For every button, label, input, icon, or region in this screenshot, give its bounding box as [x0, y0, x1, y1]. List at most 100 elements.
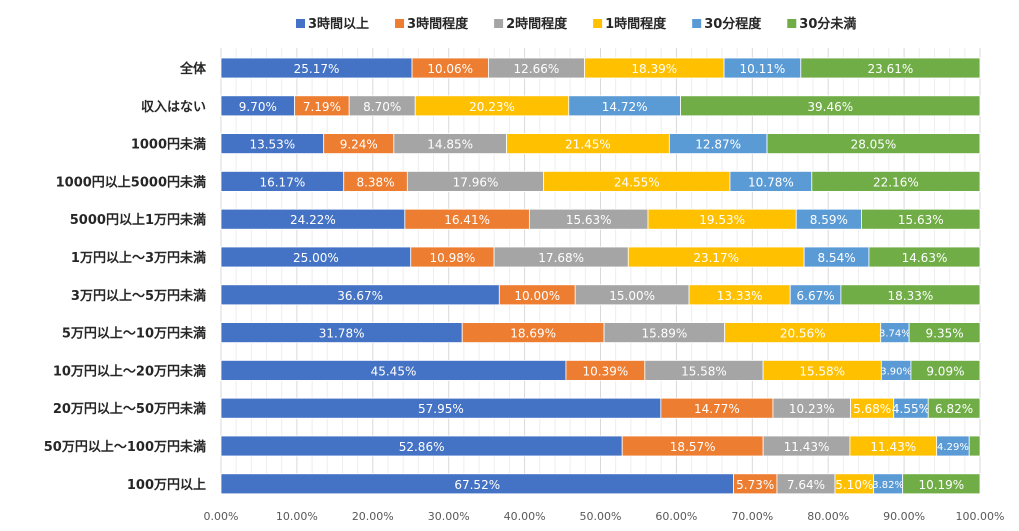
legend-item: 30分程度	[692, 16, 762, 32]
legend-label: 30分未満	[799, 16, 856, 32]
bar-row: 31.78% 18.69% 15.89% 20.56% 3.74% 9.35%	[220, 322, 981, 344]
data-label: 15.89%	[641, 327, 687, 341]
data-label: 31.78%	[319, 327, 365, 341]
data-label: 15.58%	[799, 364, 845, 378]
data-label: 12.66%	[514, 62, 560, 76]
bar-segment	[680, 95, 981, 117]
data-label: 9.35%	[926, 327, 964, 341]
data-label: 12.87%	[695, 138, 741, 152]
category-label: 100万円以上	[127, 478, 206, 493]
data-label: 25.00%	[293, 251, 339, 265]
data-label: 8.59%	[810, 213, 848, 227]
data-label: 17.96%	[453, 175, 499, 189]
data-label: 10.78%	[748, 175, 794, 189]
data-label: 20.56%	[780, 327, 826, 341]
data-label: 8.54%	[817, 251, 855, 265]
data-label: 24.22%	[290, 213, 336, 227]
data-label: 67.52%	[454, 478, 500, 492]
data-label: 23.61%	[868, 62, 914, 76]
category-label: 5000円以上1万円未満	[70, 212, 206, 228]
data-label: 10.11%	[740, 62, 786, 76]
legend-swatch	[692, 19, 702, 28]
data-label: 10.06%	[427, 62, 473, 76]
data-label: 14.77%	[694, 402, 740, 416]
bar-row: 36.67% 10.00% 15.00% 13.33% 6.67% 18.33%	[220, 284, 981, 306]
data-label: 16.41%	[444, 213, 490, 227]
bar-segment	[868, 246, 981, 268]
category-label: 収入はない	[141, 100, 206, 115]
data-label: 10.19%	[918, 478, 964, 492]
data-label: 4.55%	[892, 402, 930, 416]
data-label: 7.64%	[787, 478, 825, 492]
legend-swatch	[787, 19, 797, 28]
legend-label: 1時間程度	[605, 16, 667, 32]
legend-label: 3時間以上	[308, 16, 369, 32]
data-label: 23.17%	[693, 251, 739, 265]
x-tick-label: 80.00%	[807, 510, 849, 523]
data-label: 5.73%	[736, 478, 774, 492]
data-label: 11.43%	[784, 440, 830, 454]
data-label: 3.90%	[880, 366, 912, 377]
data-label: 9.09%	[926, 364, 964, 378]
data-label: 8.70%	[363, 100, 401, 114]
category-label: 1万円以上～3万円未満	[71, 250, 206, 266]
data-label: 8.38%	[356, 175, 394, 189]
data-label: 15.00%	[609, 289, 655, 303]
legend-label: 30分程度	[704, 16, 762, 32]
data-label: 6.67%	[797, 289, 835, 303]
category-label: 50万円以上～100万円未満	[44, 439, 206, 455]
data-label: 15.63%	[566, 213, 612, 227]
data-label: 17.68%	[538, 251, 584, 265]
legend-item: 1時間程度	[593, 16, 667, 32]
data-label: 10.23%	[789, 402, 835, 416]
data-label: 15.58%	[681, 364, 727, 378]
chart-bars: 25.17% 10.06% 12.66% 18.39% 10.11% 23.61% 9.70…	[220, 57, 981, 495]
bar-segment	[910, 359, 981, 381]
x-tick-label: 30.00%	[428, 510, 470, 523]
data-label: 9.70%	[239, 100, 277, 114]
data-label: 5.10%	[835, 478, 873, 492]
data-label: 3.82%	[872, 480, 904, 491]
x-tick-label: 50.00%	[580, 510, 622, 523]
data-label: 10.39%	[583, 364, 629, 378]
bar-row: 24.22% 16.41% 15.63% 19.53% 8.59% 15.63%	[220, 208, 981, 230]
bar-row: 16.17% 8.38% 17.96% 24.55% 10.78% 22.16%	[220, 170, 981, 192]
data-label: 22.16%	[873, 175, 919, 189]
bar-row: 45.45% 10.39% 15.58% 15.58% 3.90% 9.09%	[220, 359, 981, 381]
category-label: 3万円以上～5万円未満	[71, 288, 206, 304]
data-label: 36.67%	[337, 289, 383, 303]
data-label: 28.05%	[851, 138, 897, 152]
legend-label: 3時間程度	[407, 16, 469, 32]
legend-label: 2時間程度	[506, 16, 568, 32]
data-label: 25.17%	[294, 62, 340, 76]
legend-swatch	[395, 19, 405, 28]
data-label: 18.57%	[670, 440, 716, 454]
x-tick-label: 90.00%	[883, 510, 925, 523]
category-label: 5万円以上～10万円未満	[62, 326, 206, 342]
x-tick-label: 60.00%	[655, 510, 697, 523]
data-label: 21.45%	[565, 138, 611, 152]
data-label: 7.19%	[303, 100, 341, 114]
data-label: 18.33%	[888, 289, 934, 303]
bar-segment	[908, 322, 981, 344]
data-label: 6.82%	[935, 402, 973, 416]
bar-row: 25.17% 10.06% 12.66% 18.39% 10.11% 23.61%	[220, 57, 981, 79]
x-tick-label: 40.00%	[504, 510, 546, 523]
data-label: 15.63%	[898, 213, 944, 227]
data-label: 19.53%	[699, 213, 745, 227]
x-tick-label: 10.00%	[276, 510, 318, 523]
data-label: 39.46%	[807, 100, 853, 114]
bar-segment	[840, 284, 981, 306]
x-tick-label: 0.00%	[204, 510, 239, 523]
category-label: 20万円以上～50万円未満	[53, 401, 206, 417]
bar-row: 52.86% 18.57% 11.43% 11.43% 4.29%	[220, 435, 981, 457]
legend-item: 2時間程度	[494, 16, 568, 32]
value-axis-tick-labels: 0.00% 10.00% 20.00% 30.00% 40.00% 50.00% 60.00…	[204, 510, 1005, 523]
legend-swatch	[494, 19, 504, 28]
x-tick-label: 20.00%	[352, 510, 394, 523]
bar-segment	[766, 133, 981, 155]
data-label: 14.85%	[427, 138, 473, 152]
data-label: 14.72%	[602, 100, 648, 114]
